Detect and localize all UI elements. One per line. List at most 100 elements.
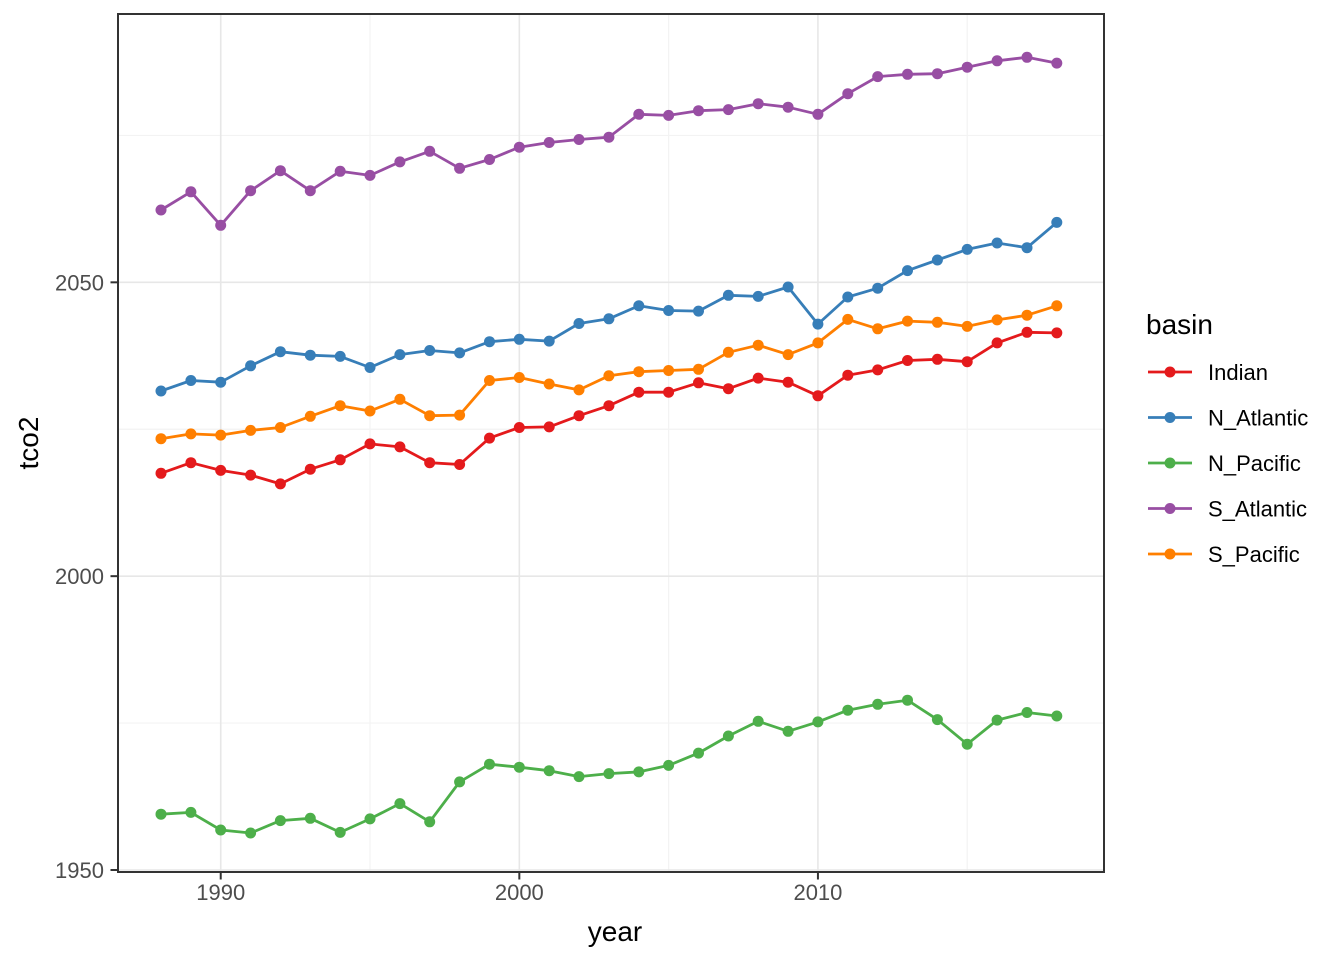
- data-point: [274, 422, 286, 433]
- data-point: [573, 134, 585, 145]
- data-point: [394, 349, 406, 361]
- legend-item-N_Pacific: N_Pacific: [1148, 451, 1301, 476]
- data-point: [693, 105, 704, 117]
- data-point: [782, 376, 794, 388]
- series-line-N_Atlantic: [159, 220, 1059, 393]
- data-point: [185, 186, 197, 198]
- data-point: [304, 812, 316, 824]
- data-point: [334, 165, 346, 177]
- data-point: [484, 154, 495, 165]
- data-point: [215, 219, 227, 231]
- data-point: [274, 165, 286, 177]
- series-line-N_Pacific: [159, 698, 1059, 835]
- data-point: [245, 424, 257, 436]
- data-point: [245, 185, 257, 197]
- data-point: [931, 353, 943, 365]
- data-point: [484, 375, 495, 386]
- data-point: [215, 464, 227, 476]
- data-point: [185, 806, 197, 818]
- data-point: [573, 318, 585, 329]
- data-point: [513, 761, 525, 773]
- data-point: [812, 337, 824, 349]
- data-point: [215, 429, 227, 441]
- data-point: [633, 386, 645, 398]
- data-point: [633, 366, 645, 378]
- data-point: [334, 400, 346, 412]
- data-point: [603, 768, 615, 780]
- legend-key-point: [1164, 503, 1176, 514]
- data-point: [961, 243, 973, 255]
- data-point: [424, 410, 436, 422]
- data-point: [663, 109, 675, 121]
- data-point: [394, 798, 406, 810]
- data-point: [245, 360, 257, 372]
- data-point: [155, 433, 167, 445]
- series-S_Pacific: [155, 300, 1063, 445]
- data-point: [902, 68, 913, 80]
- data-point: [961, 61, 973, 73]
- data-point: [752, 372, 764, 384]
- data-point: [424, 457, 436, 469]
- data-point: [543, 137, 555, 148]
- data-point: [484, 758, 495, 770]
- data-point: [513, 372, 525, 383]
- data-point: [1051, 216, 1063, 228]
- data-point: [842, 88, 854, 100]
- data-point: [902, 265, 913, 277]
- data-point: [991, 237, 1003, 249]
- data-point: [454, 776, 466, 788]
- data-point: [484, 336, 495, 348]
- data-point: [961, 356, 973, 368]
- data-point: [633, 766, 645, 778]
- data-point: [304, 463, 316, 475]
- data-point: [334, 350, 346, 362]
- data-point: [513, 422, 525, 433]
- data-point: [931, 714, 943, 726]
- data-point: [513, 333, 525, 345]
- data-point: [155, 204, 167, 216]
- data-point: [663, 305, 675, 316]
- data-point: [155, 467, 167, 479]
- data-point: [454, 409, 466, 421]
- data-point: [424, 145, 436, 157]
- series-S_Atlantic: [155, 51, 1063, 231]
- data-point: [394, 156, 406, 168]
- data-point: [454, 347, 466, 359]
- data-point: [842, 313, 854, 325]
- legend-key-point: [1164, 412, 1176, 423]
- series-Indian: [155, 326, 1063, 490]
- data-point: [782, 281, 794, 293]
- legend: Indian N_Atlantic N_Pacific S_Atlantic S_Pac…: [1148, 360, 1308, 567]
- data-point: [573, 771, 585, 783]
- data-point: [842, 704, 854, 716]
- data-point: [991, 714, 1003, 726]
- legend-item-S_Pacific: S_Pacific: [1148, 542, 1300, 567]
- data-point: [513, 141, 525, 153]
- data-point: [931, 254, 943, 266]
- data-point: [215, 376, 227, 388]
- data-point: [334, 454, 346, 466]
- data-point: [454, 459, 466, 470]
- data-point: [543, 765, 555, 777]
- data-point: [304, 410, 316, 422]
- data-point: [603, 131, 615, 143]
- data-point: [693, 747, 704, 759]
- legend-key-point: [1164, 457, 1176, 469]
- data-point: [752, 290, 764, 302]
- data-point: [394, 441, 406, 453]
- data-point: [1021, 309, 1033, 321]
- y-tick-label: 2050: [55, 270, 104, 295]
- data-point: [454, 162, 466, 174]
- data-point: [812, 390, 824, 402]
- data-point: [304, 185, 316, 197]
- data-point: [931, 316, 943, 328]
- data-point: [215, 824, 227, 836]
- data-point: [722, 104, 734, 116]
- grid-minor-lines: [118, 14, 1104, 872]
- data-point: [722, 289, 734, 301]
- data-point: [842, 369, 854, 381]
- y-axis-title: tco2: [13, 417, 44, 470]
- data-point: [722, 383, 734, 395]
- data-point: [543, 335, 555, 347]
